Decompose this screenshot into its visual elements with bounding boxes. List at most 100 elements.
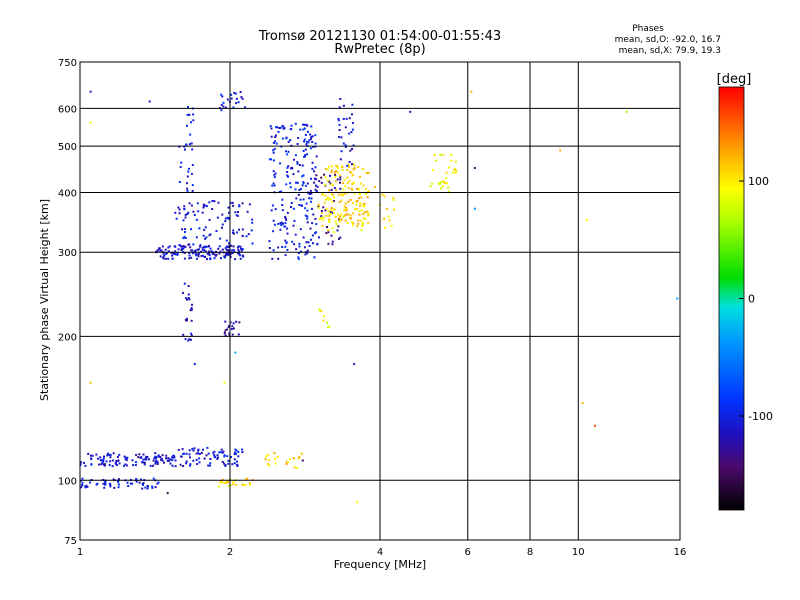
data-point — [334, 215, 337, 218]
data-point — [241, 228, 244, 231]
data-point — [339, 187, 342, 190]
data-point — [303, 155, 305, 158]
data-point — [284, 217, 287, 220]
data-point — [331, 243, 334, 246]
data-point — [232, 248, 235, 251]
data-point — [191, 148, 194, 151]
data-point — [192, 210, 195, 213]
data-point — [193, 447, 196, 450]
data-point — [328, 213, 331, 216]
data-point — [186, 182, 188, 185]
data-point — [177, 448, 180, 451]
data-point — [321, 212, 324, 215]
data-point — [358, 210, 361, 213]
data-point — [204, 245, 207, 248]
data-point — [347, 213, 350, 216]
data-point — [208, 250, 210, 253]
data-point — [231, 333, 234, 336]
data-point — [347, 186, 350, 189]
data-point — [302, 182, 305, 185]
data-point — [294, 154, 297, 157]
data-point — [336, 167, 339, 170]
data-point — [89, 481, 91, 484]
data-point — [367, 171, 370, 174]
data-point — [295, 248, 298, 251]
data-point — [116, 464, 118, 466]
data-point — [277, 257, 280, 260]
data-point — [326, 179, 329, 182]
data-point — [330, 183, 333, 186]
data-point — [392, 198, 395, 201]
data-point — [188, 251, 191, 254]
data-point — [180, 161, 183, 164]
data-point — [296, 466, 299, 469]
data-point — [292, 457, 295, 460]
data-point — [183, 282, 186, 285]
data-point — [182, 245, 185, 248]
data-point — [232, 106, 235, 109]
data-point — [273, 176, 276, 179]
data-point — [237, 249, 240, 251]
data-point — [219, 250, 222, 253]
data-point — [333, 231, 336, 234]
data-point — [217, 201, 220, 204]
data-point — [306, 221, 309, 224]
data-point — [111, 465, 114, 468]
data-point — [108, 453, 111, 456]
data-point — [179, 166, 182, 169]
data-point — [229, 484, 232, 486]
data-point — [115, 462, 117, 465]
data-point — [338, 129, 341, 131]
data-point — [206, 446, 209, 449]
data-point — [351, 174, 354, 177]
data-point — [182, 247, 185, 250]
data-point — [348, 117, 351, 120]
data-point — [91, 454, 94, 457]
y-tick-label: 200 — [58, 332, 77, 343]
data-point — [290, 206, 292, 208]
x-tick-label: 16 — [674, 547, 687, 558]
data-point — [105, 460, 108, 463]
data-point — [285, 218, 288, 221]
data-point — [342, 194, 344, 197]
data-point — [305, 140, 308, 143]
data-point — [203, 249, 206, 252]
data-point — [184, 297, 187, 300]
data-point — [185, 319, 188, 322]
y-tick-label: 500 — [58, 142, 77, 153]
data-point — [162, 252, 165, 255]
data-point — [287, 461, 290, 464]
data-point — [296, 143, 299, 145]
data-point — [216, 457, 219, 460]
data-point — [268, 459, 271, 462]
data-point — [224, 217, 227, 220]
data-point — [295, 197, 298, 200]
data-point — [109, 485, 112, 488]
data-point — [217, 485, 220, 488]
data-point — [174, 245, 177, 248]
data-point — [154, 462, 157, 465]
data-point — [306, 209, 309, 212]
data-point — [315, 184, 317, 187]
data-point — [284, 254, 287, 257]
data-point — [142, 453, 145, 456]
data-point — [203, 246, 206, 249]
data-point — [103, 455, 105, 458]
data-point — [310, 197, 313, 200]
data-point — [232, 481, 235, 483]
data-point — [359, 175, 361, 178]
data-point — [198, 227, 201, 230]
data-point — [281, 204, 284, 206]
data-point — [84, 486, 87, 489]
data-point — [197, 449, 200, 452]
data-point — [328, 214, 331, 217]
data-point — [273, 184, 276, 187]
data-point — [280, 190, 283, 193]
data-point — [337, 213, 340, 216]
data-point — [161, 454, 164, 457]
data-point — [283, 225, 286, 228]
data-point — [331, 200, 334, 203]
data-point — [221, 213, 224, 216]
data-point — [234, 92, 237, 95]
